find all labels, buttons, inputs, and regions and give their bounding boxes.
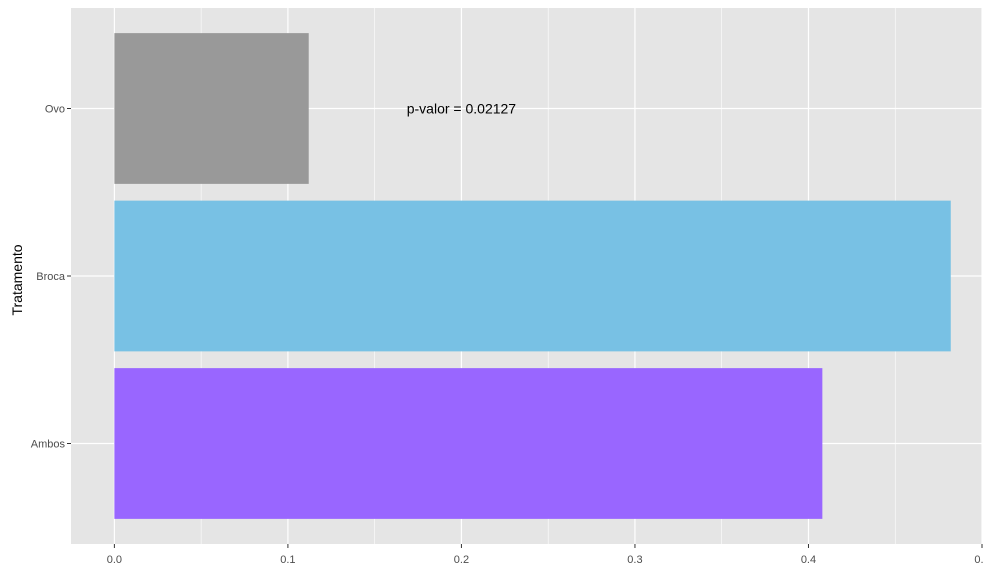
- bar-ambos: [114, 368, 823, 519]
- x-axis: 0.0 0.1 0.2 0.3 0.4 0.5: [107, 544, 984, 566]
- x-tick-label: 0.2: [454, 554, 469, 566]
- x-tick-label: 0.5: [974, 554, 984, 566]
- bars: [114, 33, 951, 519]
- y-tick-label: Ovo: [45, 104, 65, 116]
- x-tick-label: 0.4: [801, 554, 816, 566]
- x-tick-label: 0.1: [280, 554, 295, 566]
- annotation-p-value: p-valor = 0.02127: [407, 101, 517, 117]
- bar-broca: [114, 200, 951, 352]
- x-tick-label: 0.3: [627, 554, 642, 566]
- x-tick-label: 0.0: [107, 554, 122, 566]
- y-axis-title: Tratamento: [9, 244, 25, 315]
- y-axis: Ovo Broca Ambos: [31, 104, 71, 451]
- bar-ovo: [114, 33, 309, 184]
- y-tick-label: Broca: [36, 271, 66, 283]
- y-tick-label: Ambos: [31, 439, 66, 451]
